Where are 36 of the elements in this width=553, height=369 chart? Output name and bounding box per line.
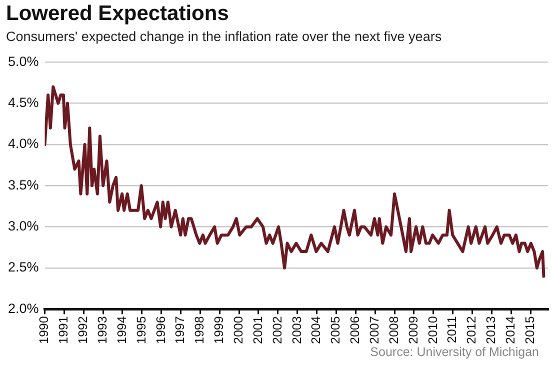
x-tick-label: 2008 <box>386 316 401 344</box>
x-tick-label: 2007 <box>368 316 382 344</box>
x-tick-label: 2014 <box>504 316 518 344</box>
x-tick-label: 2010 <box>426 316 440 344</box>
y-tick-label: 2.0% <box>8 300 39 316</box>
x-tick-label: 2002 <box>270 316 284 344</box>
x-tick-label: 2009 <box>406 316 420 344</box>
x-tick-label: 2000 <box>232 316 246 344</box>
x-tick-label: 2005 <box>328 316 343 344</box>
y-tick-label: 4.5% <box>8 95 39 110</box>
x-tick-label: 1991 <box>56 316 71 344</box>
x-tick-label: 1999 <box>212 316 226 344</box>
x-tick-label: 2004 <box>309 316 324 344</box>
x-tick-label: 1998 <box>192 316 207 344</box>
x-tick-label: 2015 <box>522 316 537 344</box>
x-tick-label: 2003 <box>290 316 304 344</box>
x-tick-label: 2001 <box>250 316 265 344</box>
y-tick-label: 5.0% <box>8 54 39 69</box>
x-tick-label: 1993 <box>96 316 110 344</box>
y-tick-label: 3.5% <box>8 177 39 192</box>
y-tick-label: 2.5% <box>8 260 39 275</box>
x-tick-label: 2013 <box>484 316 498 344</box>
source-note: Source: University of Michigan <box>370 345 539 359</box>
x-tick-label: 1996 <box>154 316 168 344</box>
x-tick-label: 1990 <box>37 316 52 344</box>
x-tick-label: 2006 <box>348 316 362 344</box>
x-tick-label: 2011 <box>445 316 460 344</box>
x-tick-label: 2012 <box>464 316 479 344</box>
chart-subtitle: Consumers' expected change in the inflation rate over the next five years <box>6 29 442 44</box>
chart-title: Lowered Expectations <box>6 2 229 26</box>
x-tick-label: 1997 <box>173 316 188 344</box>
x-tick-label: 1992 <box>76 316 90 344</box>
y-tick-label: 3.0% <box>8 218 39 234</box>
y-tick-label: 4.0% <box>8 136 39 152</box>
x-tick-label: 1995 <box>134 316 148 344</box>
x-tick-label: 1994 <box>114 316 129 344</box>
